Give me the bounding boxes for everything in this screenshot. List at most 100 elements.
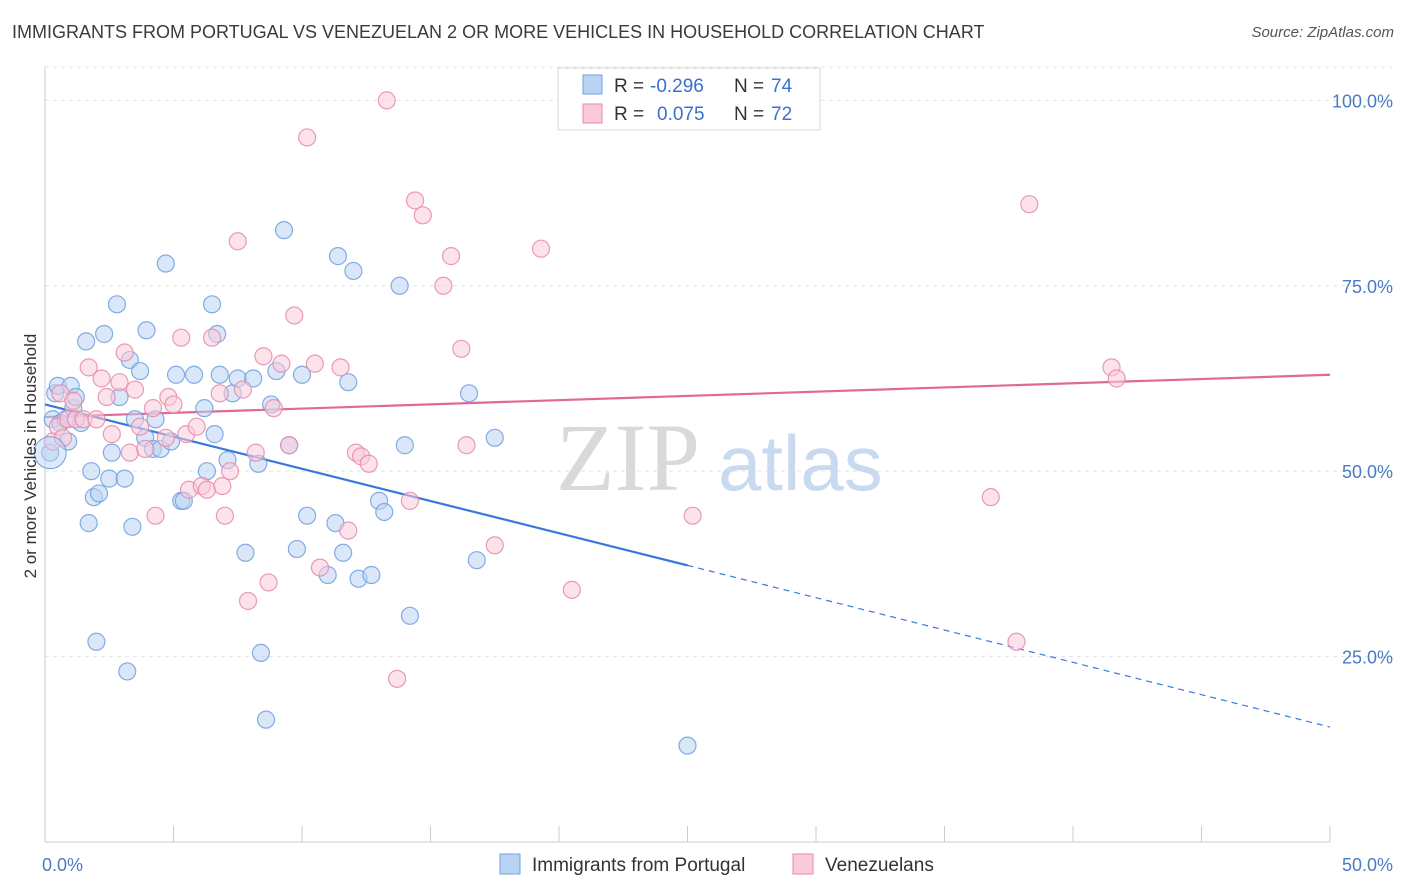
legend-n-value-1: 74: [771, 76, 793, 97]
legend-r-label-2: R =: [614, 104, 644, 125]
venezuelan-point: [298, 128, 317, 147]
portugal-point: [33, 436, 67, 470]
x-tick-labels: 0.0% 50.0%: [42, 855, 1393, 875]
portugal-point: [118, 662, 137, 681]
venezuelan-point: [1107, 369, 1126, 388]
venezuelan-point: [97, 387, 116, 407]
venezuelan-point: [110, 373, 129, 392]
y-tick-label: 100.0%: [1332, 91, 1393, 111]
bottom-legend-label-venezuelans: Venezuelans: [825, 855, 934, 876]
portugal-point: [344, 261, 363, 281]
venezuelan-point: [197, 480, 217, 499]
x-tick-label: 0.0%: [42, 855, 83, 875]
venezuelan-point: [202, 328, 222, 347]
portugal-point: [89, 484, 109, 503]
bottom-legend: Immigrants from Portugal Venezuelans: [499, 853, 934, 876]
portugal-point: [678, 736, 697, 755]
bottom-legend-swatch-venezuelans: [792, 853, 814, 875]
portugal-point: [195, 399, 214, 418]
venezuelan-point: [272, 354, 291, 373]
venezuelan-point: [120, 443, 139, 462]
legend-n-value-2: 72: [771, 104, 792, 125]
venezuelan-point: [1020, 195, 1039, 214]
portugal-point: [77, 332, 96, 351]
legend-r-value-2: 0.075: [657, 104, 705, 125]
venezuelan-point: [92, 369, 111, 388]
venezuelan-point: [164, 395, 183, 414]
portugal-point: [467, 551, 486, 570]
portugal-point: [400, 606, 420, 625]
legend: R = -0.296 N = 74 R = 0.075 N = 72: [557, 67, 821, 131]
portugal-point: [130, 361, 150, 381]
portugal-point: [184, 365, 204, 384]
portugal-point: [395, 436, 414, 455]
venezuelan-point: [400, 491, 420, 510]
portugal-point: [390, 276, 409, 295]
portugal-point: [123, 517, 142, 536]
portugal-point: [82, 462, 101, 481]
portugal-point: [205, 425, 224, 444]
portugal-point: [334, 543, 353, 562]
portugal-point: [79, 514, 98, 533]
venezuelan-point: [220, 462, 240, 481]
venezuelan-point: [305, 354, 324, 373]
chart-title: IMMIGRANTS FROM PORTUGAL VS VENEZUELAN 2…: [12, 22, 985, 42]
portugal-point: [244, 369, 263, 388]
venezuelan-point: [254, 347, 273, 366]
venezuelan-point: [434, 276, 453, 295]
venezuelan-point: [215, 506, 234, 525]
venezuelan-point: [228, 232, 247, 251]
venezuelan-point: [285, 306, 304, 325]
venezuelan-point: [172, 328, 191, 347]
legend-r-label-1: R =: [614, 76, 644, 97]
venezuelan-point: [485, 536, 504, 555]
venezuelan-point: [441, 247, 461, 266]
portugal-point: [459, 384, 479, 403]
y-tick-labels: 25.0% 50.0% 75.0% 100.0%: [1332, 91, 1393, 667]
venezuelan-point: [102, 425, 121, 444]
portugal-point: [95, 324, 114, 344]
watermark: ZIP atlas: [556, 404, 883, 511]
venezuelan-point: [981, 488, 1000, 507]
venezuelan-point: [359, 454, 378, 473]
legend-swatch-portugal: [582, 74, 603, 95]
portugal-point: [115, 469, 134, 488]
venezuelan-point: [413, 206, 432, 225]
legend-n-label-1: N =: [734, 76, 764, 97]
y-tick-label: 25.0%: [1342, 648, 1393, 668]
legend-n-label-2: N =: [734, 104, 764, 125]
portugal-point: [210, 365, 229, 384]
portugal-point: [298, 506, 317, 525]
portugal-trend-line: [44, 403, 688, 567]
data-points: [33, 91, 1126, 755]
y-tick-label: 75.0%: [1342, 277, 1393, 297]
x-tick-label: 50.0%: [1342, 855, 1393, 875]
portugal-point: [156, 254, 175, 273]
bottom-legend-swatch-portugal: [499, 853, 521, 875]
venezuelan-point: [405, 191, 425, 210]
venezuelan-point: [210, 384, 229, 403]
portugal-point: [166, 365, 186, 384]
portugal-point: [339, 373, 358, 392]
legend-r-value-1: -0.296: [650, 76, 704, 97]
portugal-point: [107, 295, 127, 314]
portugal-point: [328, 247, 348, 266]
watermark-atlas: atlas: [718, 419, 883, 507]
y-tick-label: 50.0%: [1342, 462, 1393, 482]
venezuelan-point: [53, 428, 73, 447]
y-axis-label: 2 or more Vehicles in Household: [21, 334, 40, 579]
venezuelan-point: [331, 358, 350, 377]
venezuelan-point: [452, 339, 471, 358]
venezuelan-point: [264, 399, 283, 418]
portugal-point: [256, 710, 276, 729]
venezuelan-point: [339, 521, 358, 540]
venezuelan-point: [187, 417, 206, 436]
venezuelan-point: [1007, 632, 1026, 651]
venezuelan-point: [562, 580, 581, 599]
venezuelan-point: [233, 380, 252, 399]
portugal-point: [137, 321, 156, 340]
legend-swatch-venezuelans: [582, 103, 603, 124]
venezuelan-point: [115, 343, 134, 362]
venezuelan-point: [143, 399, 163, 418]
